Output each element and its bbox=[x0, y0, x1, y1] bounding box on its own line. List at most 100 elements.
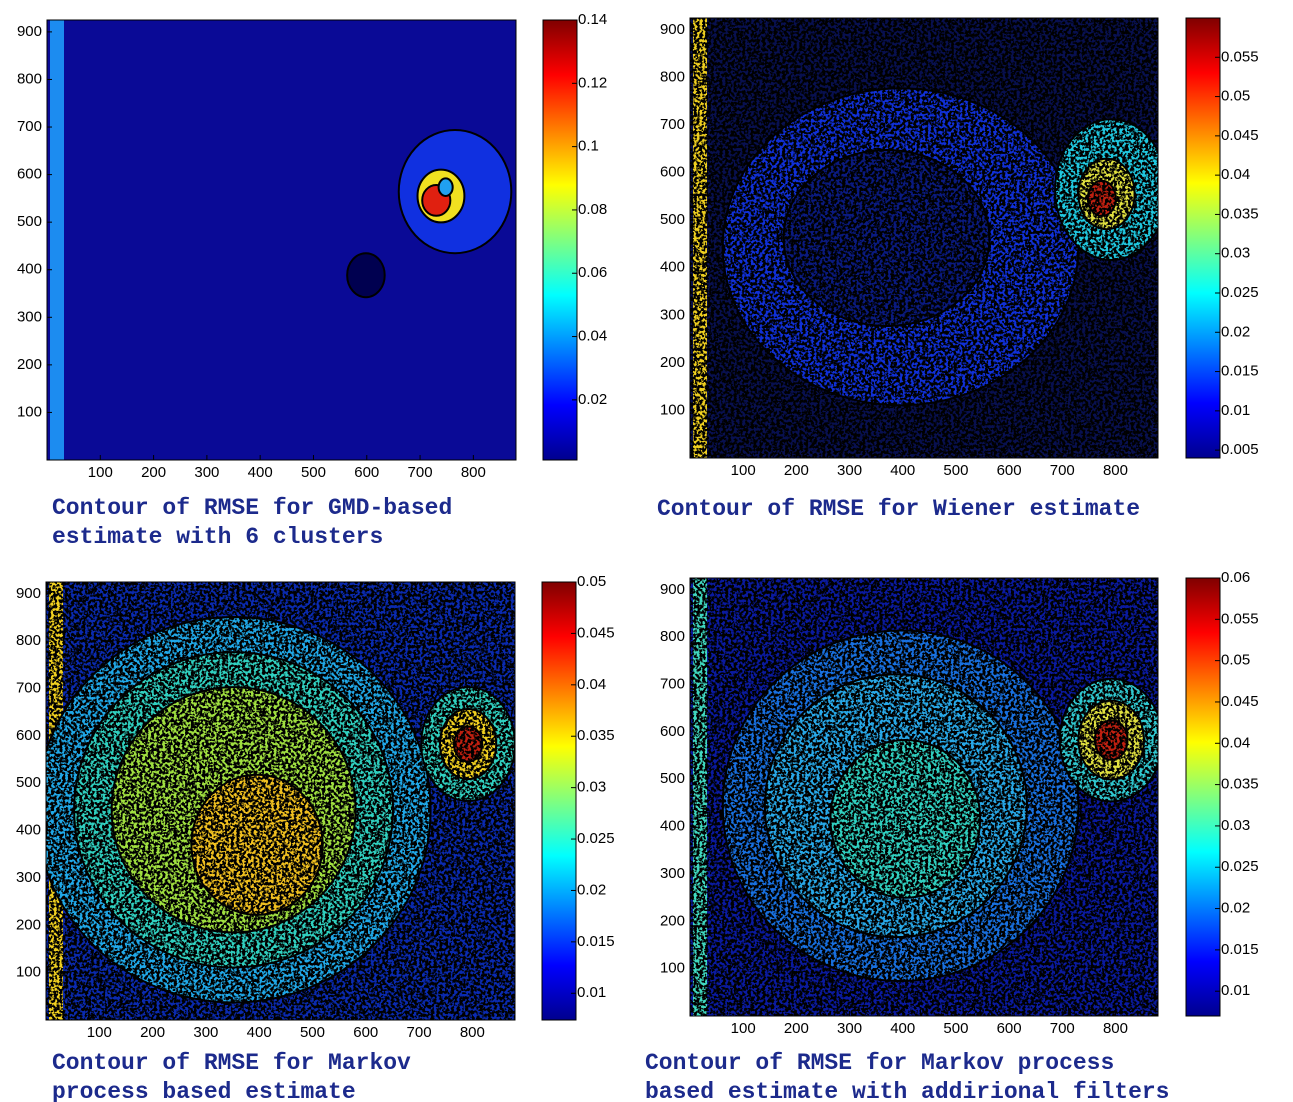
x-tick-label: 800 bbox=[1103, 1020, 1128, 1037]
y-tick-label: 500 bbox=[660, 770, 685, 787]
colorbar-tick-label: 0.03 bbox=[577, 779, 606, 796]
colorbar-tick-label: 0.03 bbox=[1221, 245, 1250, 262]
colorbar-tick-label: 0.04 bbox=[1221, 166, 1250, 183]
colorbar-tick-label: 0.1 bbox=[578, 138, 599, 155]
x-tick-label: 200 bbox=[140, 1024, 165, 1041]
x-tick-label: 700 bbox=[1050, 462, 1075, 479]
y-tick-label: 300 bbox=[660, 306, 685, 323]
x-tick-label: 400 bbox=[890, 1020, 915, 1037]
colorbar-tick-label: 0.015 bbox=[1221, 941, 1259, 958]
speckle bbox=[690, 18, 1158, 458]
panel-title: based estimate with addirional filters bbox=[645, 1079, 1170, 1102]
x-tick-label: 800 bbox=[461, 464, 486, 481]
colorbar-tick-label: 0.02 bbox=[1221, 323, 1250, 340]
y-tick-label: 500 bbox=[660, 211, 685, 228]
colorbar-tick-label: 0.01 bbox=[1221, 982, 1250, 999]
colorbar-tick-label: 0.02 bbox=[577, 881, 606, 898]
colorbar-tick-label: 0.12 bbox=[578, 74, 607, 91]
colorbar-tick-label: 0.055 bbox=[1221, 610, 1259, 627]
y-tick-label: 800 bbox=[660, 628, 685, 645]
x-tick-label: 600 bbox=[354, 464, 379, 481]
colorbar-tick-label: 0.045 bbox=[1221, 127, 1259, 144]
colorbar-tick-label: 0.05 bbox=[1221, 88, 1250, 105]
colorbar-tick-label: 0.01 bbox=[577, 984, 606, 1001]
panel-title: Contour of RMSE for Markov bbox=[52, 1050, 411, 1076]
x-tick-label: 100 bbox=[88, 464, 113, 481]
heatmap-image bbox=[47, 20, 516, 460]
x-tick-label: 300 bbox=[837, 462, 862, 479]
y-tick-label: 600 bbox=[16, 727, 41, 744]
y-tick-label: 800 bbox=[16, 632, 41, 649]
colorbar bbox=[1186, 578, 1220, 1016]
x-tick-label: 500 bbox=[300, 1024, 325, 1041]
colorbar-tick-label: 0.06 bbox=[578, 264, 607, 281]
x-tick-label: 300 bbox=[194, 464, 219, 481]
x-tick-label: 100 bbox=[731, 462, 756, 479]
x-tick-label: 800 bbox=[460, 1024, 485, 1041]
y-tick-label: 200 bbox=[660, 912, 685, 929]
x-tick-label: 500 bbox=[301, 464, 326, 481]
colorbar-tick-label: 0.04 bbox=[1221, 734, 1250, 751]
x-tick-label: 400 bbox=[890, 462, 915, 479]
colorbar-tick-label: 0.055 bbox=[1221, 48, 1259, 65]
y-tick-label: 200 bbox=[16, 916, 41, 933]
speckle bbox=[46, 582, 515, 1020]
panel-title: Contour of RMSE for Markov process bbox=[645, 1050, 1114, 1076]
colorbar-tick-label: 0.08 bbox=[578, 201, 607, 218]
y-tick-label: 900 bbox=[660, 581, 685, 598]
colorbar-tick-label: 0.035 bbox=[577, 727, 615, 744]
y-tick-label: 300 bbox=[17, 308, 42, 325]
x-tick-label: 300 bbox=[193, 1024, 218, 1041]
colorbar bbox=[542, 582, 576, 1020]
x-tick-label: 700 bbox=[407, 1024, 432, 1041]
y-tick-label: 800 bbox=[17, 70, 42, 87]
speckle bbox=[690, 578, 1158, 1016]
panel-title: Contour of RMSE for GMD-based bbox=[52, 495, 452, 521]
x-tick-label: 200 bbox=[784, 462, 809, 479]
y-tick-label: 100 bbox=[660, 960, 685, 977]
x-tick-label: 400 bbox=[248, 464, 273, 481]
colorbar-tick-label: 0.04 bbox=[578, 328, 607, 345]
y-tick-label: 700 bbox=[660, 116, 685, 133]
y-tick-label: 400 bbox=[660, 259, 685, 276]
y-tick-label: 700 bbox=[16, 680, 41, 697]
colorbar-tick-label: 0.035 bbox=[1221, 205, 1259, 222]
y-tick-label: 300 bbox=[660, 865, 685, 882]
y-tick-label: 300 bbox=[16, 869, 41, 886]
y-tick-label: 400 bbox=[17, 261, 42, 278]
colorbar-tick-label: 0.05 bbox=[1221, 652, 1250, 669]
x-tick-label: 800 bbox=[1103, 462, 1128, 479]
colorbar-tick-label: 0.035 bbox=[1221, 776, 1259, 793]
colorbar bbox=[1186, 18, 1220, 458]
y-tick-label: 700 bbox=[660, 676, 685, 693]
x-tick-label: 500 bbox=[943, 462, 968, 479]
x-tick-label: 200 bbox=[784, 1020, 809, 1037]
colorbar-tick-label: 0.025 bbox=[1221, 284, 1259, 301]
colorbar-tick-label: 0.04 bbox=[577, 676, 606, 693]
x-tick-label: 100 bbox=[731, 1020, 756, 1037]
colorbar-tick-label: 0.045 bbox=[577, 624, 615, 641]
y-tick-label: 500 bbox=[17, 213, 42, 230]
y-tick-label: 200 bbox=[17, 356, 42, 373]
x-tick-label: 700 bbox=[1050, 1020, 1075, 1037]
y-tick-label: 800 bbox=[660, 68, 685, 85]
y-tick-label: 400 bbox=[16, 822, 41, 839]
y-tick-label: 600 bbox=[660, 164, 685, 181]
x-tick-label: 600 bbox=[997, 462, 1022, 479]
heatmap-region bbox=[439, 178, 453, 196]
x-tick-label: 100 bbox=[87, 1024, 112, 1041]
edge-strip bbox=[50, 20, 64, 460]
colorbar-tick-label: 0.025 bbox=[577, 830, 615, 847]
y-tick-label: 200 bbox=[660, 354, 685, 371]
y-tick-label: 100 bbox=[16, 964, 41, 981]
panel-title: process based estimate bbox=[52, 1079, 356, 1102]
heatmap-image bbox=[690, 578, 1163, 1016]
heatmap-region bbox=[347, 253, 385, 297]
y-tick-label: 900 bbox=[660, 21, 685, 38]
colorbar bbox=[543, 20, 577, 460]
colorbar-tick-label: 0.015 bbox=[577, 933, 615, 950]
y-tick-label: 900 bbox=[17, 23, 42, 40]
y-tick-label: 900 bbox=[16, 585, 41, 602]
y-tick-label: 100 bbox=[660, 401, 685, 418]
colorbar-tick-label: 0.14 bbox=[578, 11, 607, 28]
